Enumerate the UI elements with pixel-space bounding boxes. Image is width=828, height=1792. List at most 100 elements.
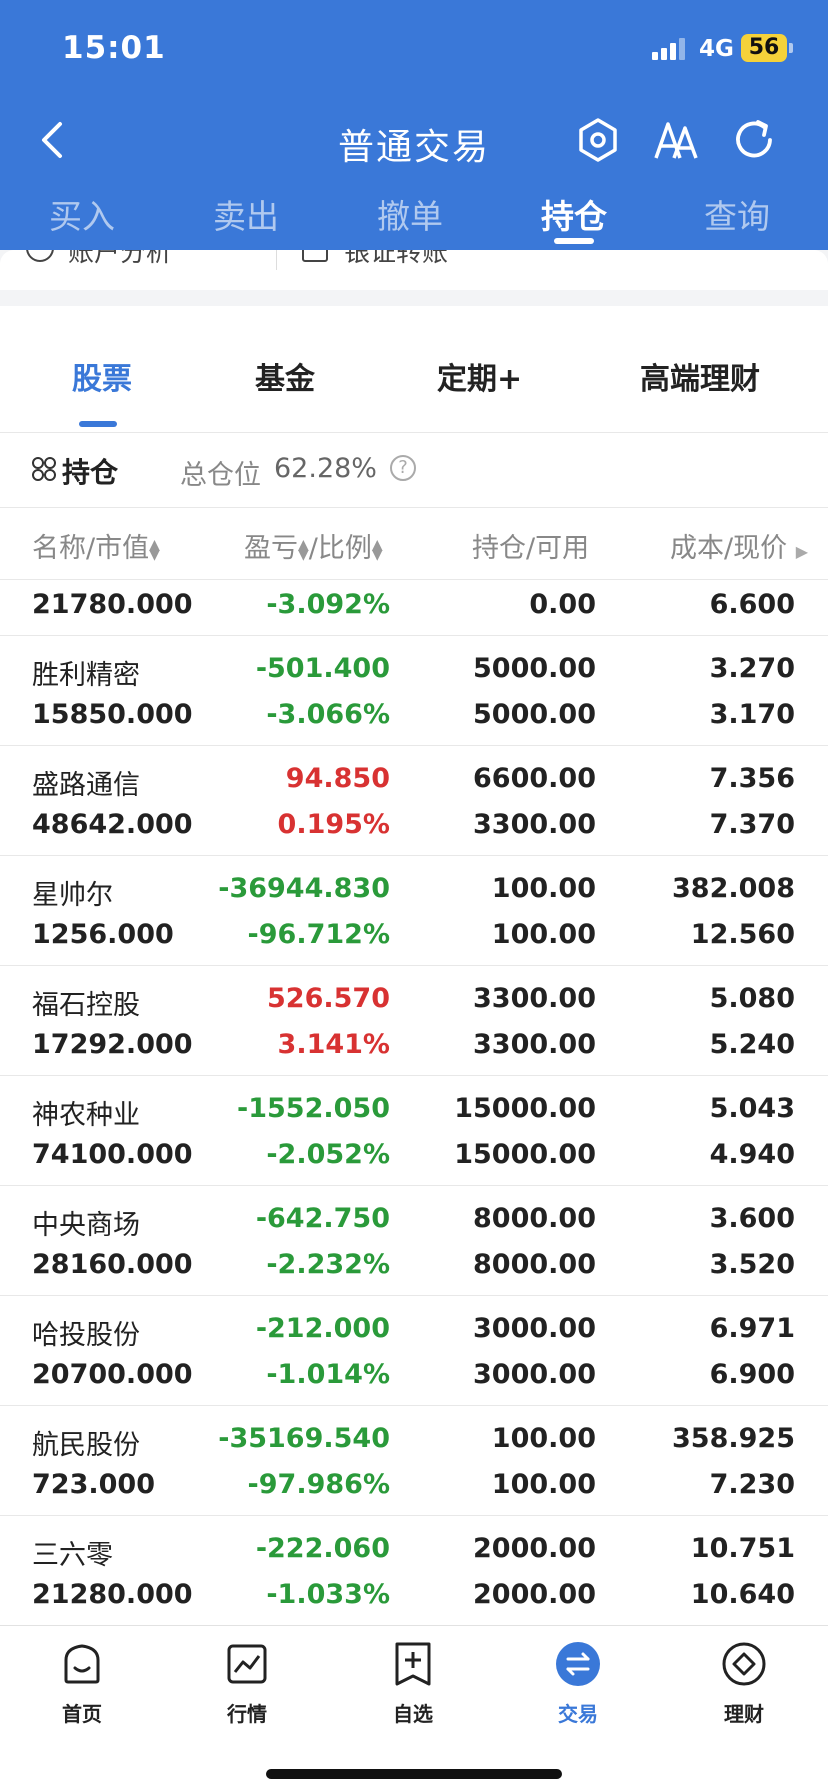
- table-row[interactable]: 中央商场 28160.000 -642.750 -2.232% 8000.00 8000.…: [0, 1186, 828, 1296]
- stock-name: 三六零: [32, 1540, 113, 1571]
- table-row[interactable]: 福石控股 17292.000 526.570 3.141% 3300.00 3300.00…: [0, 966, 828, 1076]
- available-qty: 100.00: [491, 919, 596, 950]
- network-type: 4G: [699, 36, 734, 62]
- profit-loss-ratio: -1.014%: [266, 1359, 390, 1390]
- bottom-nav: 首页 行情 自选 交易 理财: [0, 1625, 828, 1792]
- col-cost-price[interactable]: 成本/现价 ▶: [670, 526, 808, 565]
- current-price: 4.940: [709, 1139, 795, 1170]
- col-pl-ratio[interactable]: 盈亏▲ ▼/比例▲ ▼: [244, 526, 383, 565]
- shortcut-row: 账户分析 银证转账: [0, 250, 828, 290]
- stock-name: 哈投股份: [32, 1320, 140, 1351]
- available-qty: 2000.00: [473, 1579, 596, 1610]
- col-name-value[interactable]: 名称/市值▲ ▼: [32, 526, 160, 565]
- table-row[interactable]: 胜利精密 15850.000 -501.400 -3.066% 5000.00 5000.…: [0, 636, 828, 746]
- available-qty: 3300.00: [473, 1029, 596, 1060]
- asset-tabs: 股票 基金 定期+ 高端理财: [0, 306, 828, 433]
- table-row[interactable]: 盛路通信 48642.000 94.850 0.195% 6600.00 3300.00 7…: [0, 746, 828, 856]
- font-size-icon[interactable]: [650, 114, 702, 166]
- table-row[interactable]: 航民股份 723.000 -35169.540 -97.986% 100.00 100.0…: [0, 1406, 828, 1516]
- asset-tab-indicator: [79, 421, 117, 427]
- profit-loss-ratio: -3.066%: [266, 699, 390, 730]
- watchlist-add-icon: [395, 1642, 431, 1686]
- stock-name: 盛路通信: [32, 770, 140, 801]
- asset-tab-premium[interactable]: 高端理财: [640, 362, 760, 397]
- bottom-nav-home-label: 首页: [62, 1702, 102, 1726]
- table-row[interactable]: 神农种业 74100.000 -1552.050 -2.052% 15000.00 150…: [0, 1076, 828, 1186]
- tab-holdings[interactable]: 持仓: [541, 197, 607, 236]
- profit-loss: -642.750: [255, 1203, 390, 1234]
- market-value: 28160.000: [32, 1249, 193, 1280]
- position-qty: 6600.00: [473, 763, 596, 794]
- sort-icon: ▲ ▼: [298, 536, 309, 563]
- table-row[interactable]: 星帅尔 1256.000 -36944.830 -96.712% 100.00 100.0…: [0, 856, 828, 966]
- refresh-icon[interactable]: [728, 114, 780, 166]
- bottom-nav-home[interactable]: 首页: [22, 1640, 142, 1727]
- battery-icon: 56: [741, 34, 787, 62]
- available-qty: 100.00: [491, 1469, 596, 1500]
- position-qty: 15000.00: [454, 1093, 596, 1124]
- available-qty: 8000.00: [473, 1249, 596, 1280]
- cost-price: 7.356: [709, 763, 795, 794]
- col-ratio-label: /比例: [308, 533, 372, 564]
- market-value: 15850.000: [32, 699, 193, 730]
- profit-loss-ratio: -96.712%: [247, 919, 390, 950]
- table-row[interactable]: 三六零 21280.000 -222.060 -1.033% 2000.00 2000.0…: [0, 1516, 828, 1625]
- available-qty: 3300.00: [473, 809, 596, 840]
- bottom-nav-wealth[interactable]: 理财: [684, 1640, 804, 1727]
- profit-loss-ratio: 3.141%: [277, 1029, 390, 1060]
- asset-tab-stocks[interactable]: 股票: [72, 362, 132, 397]
- position-qty: 100.00: [491, 873, 596, 904]
- help-icon[interactable]: ?: [390, 455, 416, 481]
- position-qty: 3000.00: [473, 1313, 596, 1344]
- holdings-grid-icon: [32, 457, 56, 481]
- table-row[interactable]: 21780.000 -3.092% 0.00 6.600: [0, 526, 828, 636]
- profit-loss-ratio: -2.232%: [266, 1249, 390, 1280]
- market-chart-icon: [227, 1644, 267, 1684]
- current-price: 7.370: [709, 809, 795, 840]
- wealth-diamond-icon: [722, 1642, 766, 1686]
- market-value: 48642.000: [32, 809, 193, 840]
- profit-loss: -222.060: [255, 1533, 390, 1564]
- bottom-nav-market[interactable]: 行情: [187, 1640, 307, 1727]
- current-price: 3.520: [709, 1249, 795, 1280]
- divider: [276, 250, 277, 270]
- current-price: 7.230: [709, 1469, 795, 1500]
- profit-loss: -501.400: [255, 653, 390, 684]
- current-price: 5.240: [709, 1029, 795, 1060]
- bottom-nav-trade[interactable]: 交易: [518, 1640, 638, 1727]
- bottom-nav-watchlist[interactable]: 自选: [353, 1640, 473, 1727]
- table-row[interactable]: 哈投股份 20700.000 -212.000 -1.014% 3000.00 3000.…: [0, 1296, 828, 1406]
- col-qty-avail: 持仓/可用: [472, 533, 590, 564]
- current-price: 10.640: [690, 1579, 795, 1610]
- market-value: 21280.000: [32, 1579, 193, 1610]
- app-header: 15:01 4G 56 普通交易 买入: [0, 0, 828, 256]
- profit-loss: -36944.830: [218, 873, 390, 904]
- col-pl-label: 盈亏: [244, 533, 298, 564]
- asset-tab-fixed[interactable]: 定期+: [437, 362, 523, 397]
- tab-buy[interactable]: 买入: [49, 197, 115, 236]
- back-icon[interactable]: [30, 114, 78, 166]
- tab-cancel[interactable]: 撤单: [377, 197, 443, 236]
- col-name-value-label: 名称/市值: [32, 533, 150, 564]
- position-qty: 2000.00: [473, 1533, 596, 1564]
- profit-loss: 526.570: [267, 983, 390, 1014]
- total-position-label: 总仓位: [180, 460, 261, 491]
- stock-name: 中央商场: [32, 1210, 140, 1241]
- cost-price: 382.008: [672, 873, 795, 904]
- tab-query[interactable]: 查询: [704, 197, 770, 236]
- scroll-right-icon[interactable]: ▶: [795, 542, 809, 561]
- status-time: 15:01: [62, 30, 166, 66]
- account-analysis-link[interactable]: 账户分析: [68, 250, 173, 268]
- tab-sell[interactable]: 卖出: [213, 197, 279, 236]
- current-price: 12.560: [690, 919, 795, 950]
- sort-icon: ▲ ▼: [371, 536, 383, 563]
- bottom-nav-wealth-label: 理财: [724, 1702, 764, 1726]
- bank-transfer-link[interactable]: 银证转账: [344, 250, 449, 268]
- market-value: 17292.000: [32, 1029, 193, 1060]
- total-position-value: 62.28%: [274, 453, 377, 484]
- home-icon: [64, 1644, 100, 1684]
- settings-hex-icon[interactable]: [572, 114, 624, 166]
- status-bar: 15:01 4G 56: [0, 0, 828, 100]
- position-qty: 8000.00: [473, 1203, 596, 1234]
- asset-tab-funds[interactable]: 基金: [255, 362, 315, 397]
